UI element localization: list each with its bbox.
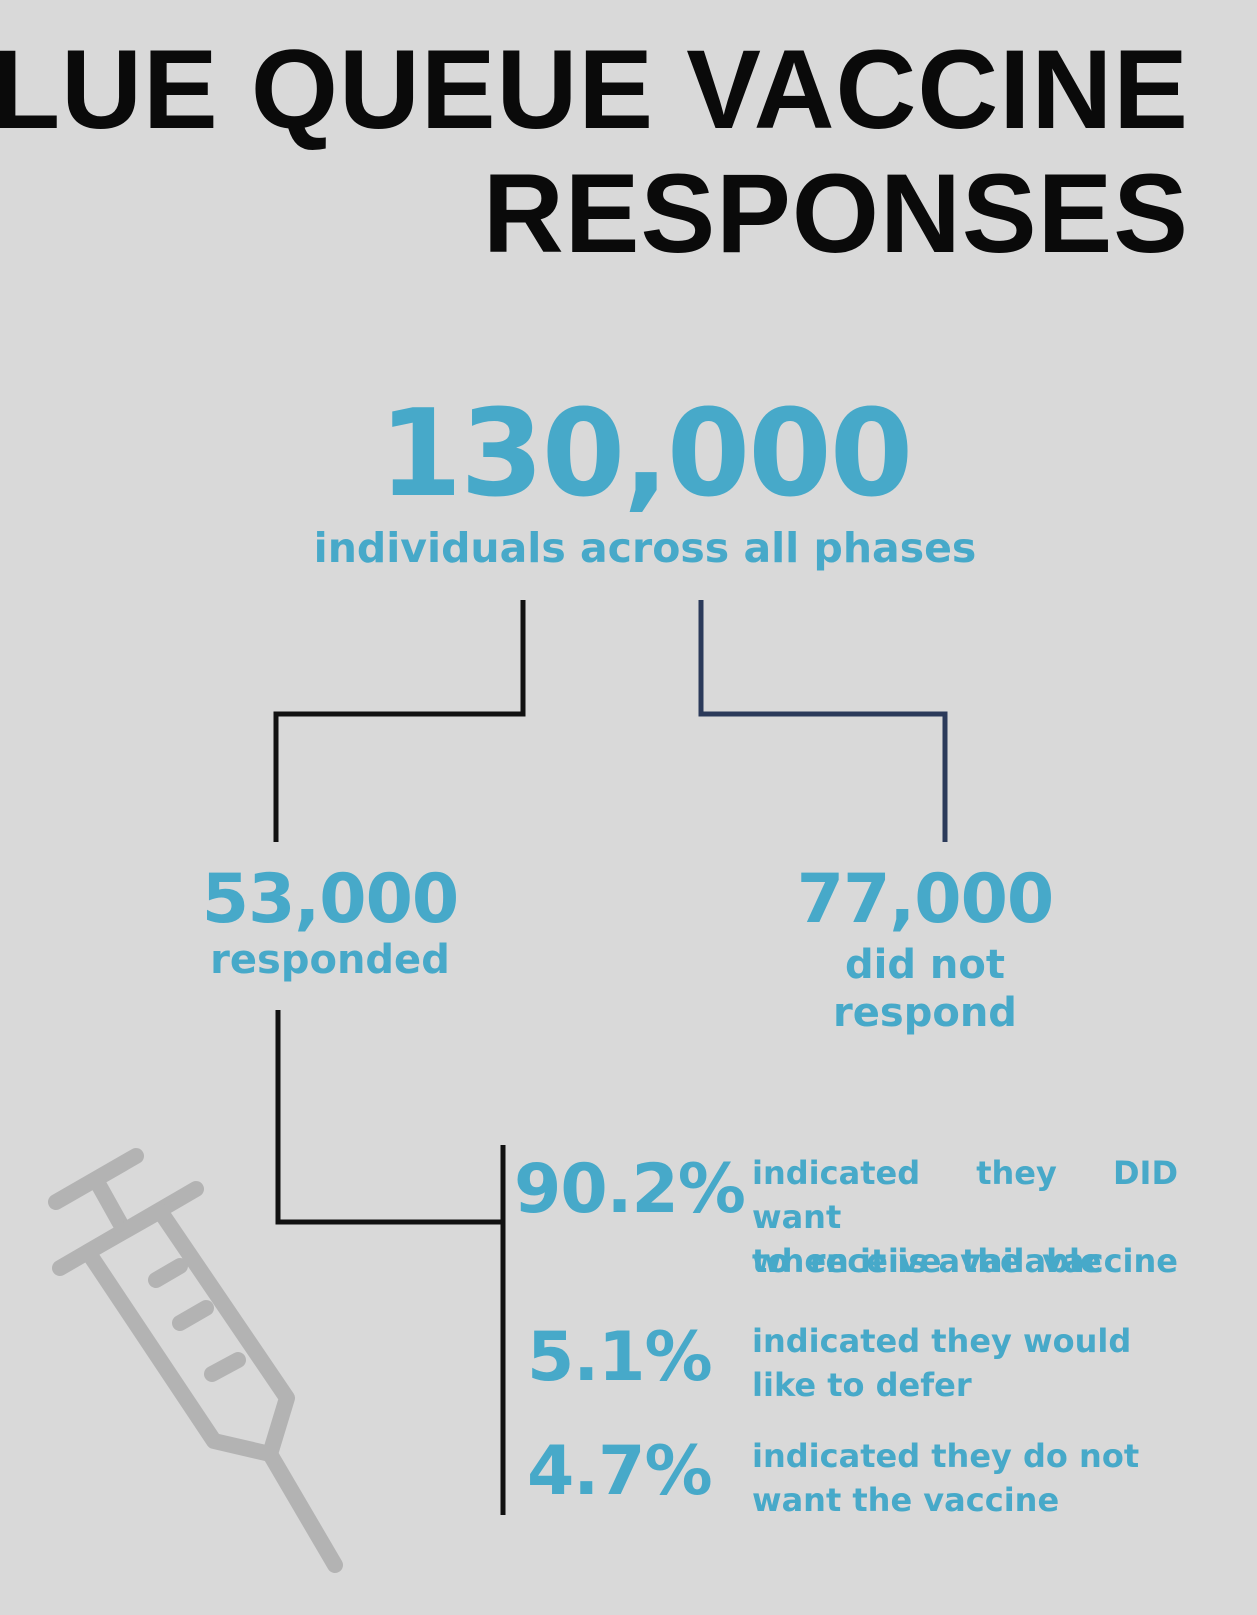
title-line-1: BLUE QUEUE VACCINE (0, 27, 1189, 152)
connector-total-to-responded (273, 600, 526, 842)
desc-want-line-1: indicated they DID want (752, 1154, 1178, 1236)
total-label: individuals across all phases (313, 524, 977, 572)
desc-defer-line-1: indicated they would (752, 1322, 1132, 1360)
desc-not-want-line-1: indicated they do not (752, 1437, 1140, 1475)
not-responded-label: did not respond (833, 942, 1017, 1036)
desc-want-line-3: when it is available (752, 1242, 1102, 1280)
desc-not-want: indicated they do not want the vaccine (752, 1434, 1178, 1522)
responded-value: 53,000 (201, 860, 459, 939)
desc-want-line-2: to receive the vaccine (752, 1242, 1178, 1280)
pct-not-want: 4.7% (527, 1432, 713, 1511)
desc-not-want-line-2: want the vaccine (752, 1481, 1060, 1519)
responded-label: responded (210, 937, 450, 983)
connector-responded-to-breakdown (275, 1010, 503, 1225)
page-title: BLUE QUEUE VACCINE RESPONSES (0, 28, 1189, 276)
title-line-2: RESPONSES (482, 151, 1189, 276)
desc-defer: indicated they would like to defer (752, 1319, 1178, 1407)
not-responded-value: 77,000 (796, 860, 1054, 939)
desc-want: indicated they DID want to receive the v… (752, 1151, 1178, 1283)
pct-want: 90.2% (514, 1150, 746, 1229)
pct-defer: 5.1% (527, 1318, 713, 1397)
total-value: 130,000 (378, 385, 914, 524)
connector-total-to-not-responded (698, 600, 948, 842)
desc-defer-line-2: like to defer (752, 1366, 972, 1404)
